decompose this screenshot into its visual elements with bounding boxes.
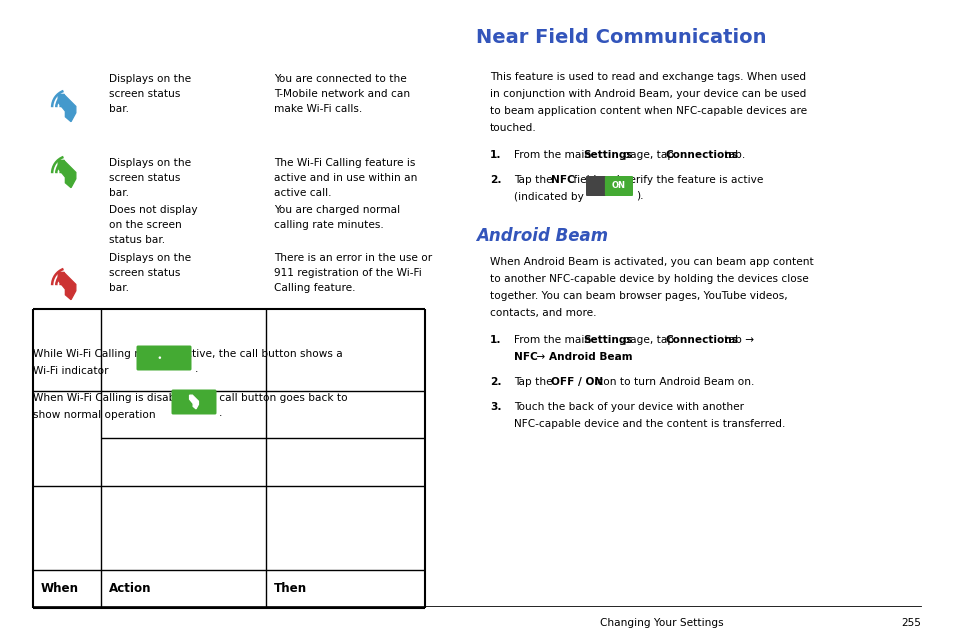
Circle shape xyxy=(68,172,71,174)
Text: 2.: 2. xyxy=(490,175,501,185)
Text: When: When xyxy=(41,583,79,595)
Text: active and in use within an: active and in use within an xyxy=(274,173,416,183)
Text: .: . xyxy=(194,364,198,374)
Text: make Wi-Fi calls.: make Wi-Fi calls. xyxy=(274,104,362,114)
Text: .: . xyxy=(219,408,222,418)
Text: tab.: tab. xyxy=(720,150,744,160)
Text: active call.: active call. xyxy=(274,188,331,198)
Text: Touch the back of your device with another: Touch the back of your device with anoth… xyxy=(514,402,743,412)
Text: From the main: From the main xyxy=(514,150,594,160)
Text: ).: ). xyxy=(636,190,643,200)
Text: Tap the: Tap the xyxy=(514,377,556,387)
Text: 255: 255 xyxy=(901,618,920,628)
Text: (indicated by: (indicated by xyxy=(514,192,583,202)
Text: field and verify the feature is active: field and verify the feature is active xyxy=(569,175,762,185)
Circle shape xyxy=(68,106,71,109)
Text: to another NFC-capable device by holding the devices close: to another NFC-capable device by holding… xyxy=(490,274,808,284)
Text: Wi-Fi indicator: Wi-Fi indicator xyxy=(33,366,109,376)
FancyBboxPatch shape xyxy=(585,176,606,196)
FancyBboxPatch shape xyxy=(172,389,216,415)
Text: status bar.: status bar. xyxy=(109,235,165,245)
Text: Displays on the: Displays on the xyxy=(109,158,191,168)
Text: From the main: From the main xyxy=(514,335,594,345)
Text: 911 registration of the Wi-Fi: 911 registration of the Wi-Fi xyxy=(274,268,421,278)
Text: The Wi-Fi Calling feature is: The Wi-Fi Calling feature is xyxy=(274,158,415,168)
Text: OFF / ON: OFF / ON xyxy=(551,377,602,387)
Circle shape xyxy=(68,284,71,286)
Circle shape xyxy=(159,357,160,358)
Text: NFC-capable device and the content is transferred.: NFC-capable device and the content is tr… xyxy=(514,419,784,429)
Text: 1.: 1. xyxy=(490,335,501,345)
Text: Settings: Settings xyxy=(582,150,632,160)
FancyBboxPatch shape xyxy=(604,176,633,196)
Text: in conjunction with Android Beam, your device can be used: in conjunction with Android Beam, your d… xyxy=(490,89,805,99)
Text: Tap the: Tap the xyxy=(514,175,556,185)
Text: touched.: touched. xyxy=(490,123,537,133)
Text: 1.: 1. xyxy=(490,150,501,160)
Text: This feature is used to read and exchange tags. When used: This feature is used to read and exchang… xyxy=(490,72,805,82)
Text: Connections: Connections xyxy=(665,150,739,160)
Text: When Android Beam is activated, you can beam app content: When Android Beam is activated, you can … xyxy=(490,257,813,267)
Text: You are connected to the: You are connected to the xyxy=(274,74,406,84)
Text: page, tap: page, tap xyxy=(619,335,677,345)
Text: calling rate minutes.: calling rate minutes. xyxy=(274,220,383,230)
Text: Displays on the: Displays on the xyxy=(109,253,191,263)
Text: →: → xyxy=(533,352,548,362)
Text: bar.: bar. xyxy=(109,283,129,293)
Text: tab →: tab → xyxy=(720,335,753,345)
Text: NFC: NFC xyxy=(514,352,537,362)
Text: Settings: Settings xyxy=(582,335,632,345)
Text: icon to turn Android Beam on.: icon to turn Android Beam on. xyxy=(590,377,754,387)
Text: Action: Action xyxy=(109,583,152,595)
Text: .: . xyxy=(614,352,617,362)
Polygon shape xyxy=(58,94,75,121)
Text: bar.: bar. xyxy=(109,104,129,114)
Text: contacts, and more.: contacts, and more. xyxy=(490,308,596,318)
Text: screen status: screen status xyxy=(109,268,180,278)
Text: bar.: bar. xyxy=(109,188,129,198)
Polygon shape xyxy=(58,272,75,300)
Text: ON: ON xyxy=(611,181,625,191)
Text: 3.: 3. xyxy=(490,402,501,412)
Text: 2.: 2. xyxy=(490,377,501,387)
Text: together. You can beam browser pages, YouTube videos,: together. You can beam browser pages, Yo… xyxy=(490,291,787,301)
Text: NFC: NFC xyxy=(551,175,574,185)
Polygon shape xyxy=(190,395,198,409)
Polygon shape xyxy=(154,352,162,364)
Text: Android Beam: Android Beam xyxy=(476,227,607,245)
Text: Connections: Connections xyxy=(665,335,739,345)
Text: Then: Then xyxy=(274,583,307,595)
FancyBboxPatch shape xyxy=(136,345,192,371)
Text: Near Field Communication: Near Field Communication xyxy=(476,28,765,47)
Text: While Wi-Fi Calling mode is active, the call button shows a: While Wi-Fi Calling mode is active, the … xyxy=(33,349,342,359)
Text: Does not display: Does not display xyxy=(109,205,197,215)
Text: Changing Your Settings: Changing Your Settings xyxy=(599,618,723,628)
Text: Calling feature.: Calling feature. xyxy=(274,283,355,293)
Text: show normal operation: show normal operation xyxy=(33,410,155,420)
Text: to beam application content when NFC-capable devices are: to beam application content when NFC-cap… xyxy=(490,106,806,116)
Text: screen status: screen status xyxy=(109,173,180,183)
Polygon shape xyxy=(58,160,75,188)
Text: page, tap: page, tap xyxy=(619,150,677,160)
Text: T-Mobile network and can: T-Mobile network and can xyxy=(274,89,410,99)
Text: on the screen: on the screen xyxy=(109,220,182,230)
Text: There is an error in the use or: There is an error in the use or xyxy=(274,253,432,263)
Text: Android Beam: Android Beam xyxy=(548,352,632,362)
Text: When Wi-Fi Calling is disabled, the call button goes back to: When Wi-Fi Calling is disabled, the call… xyxy=(33,393,347,403)
Text: Displays on the: Displays on the xyxy=(109,74,191,84)
Text: You are charged normal: You are charged normal xyxy=(274,205,399,215)
Text: screen status: screen status xyxy=(109,89,180,99)
